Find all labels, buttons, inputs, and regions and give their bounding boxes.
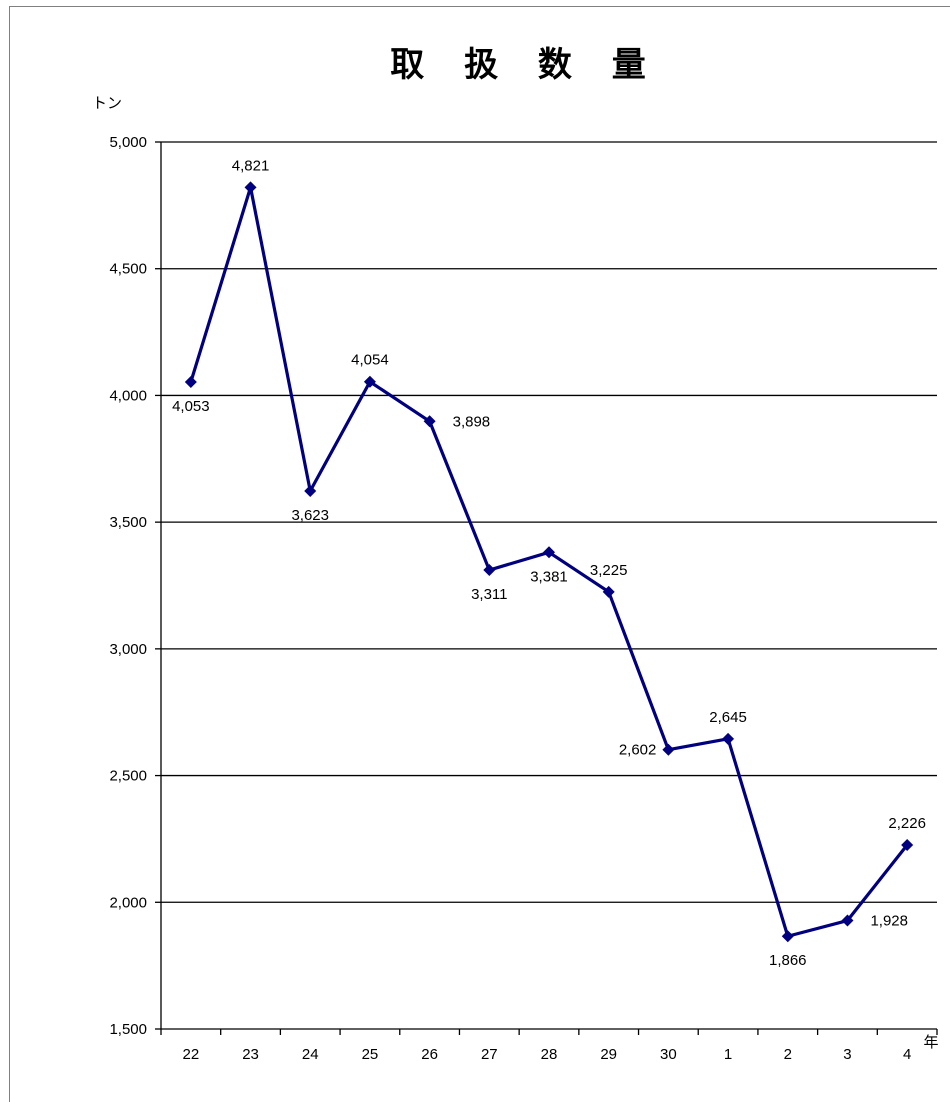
data-point xyxy=(781,930,794,943)
data-label: 2,226 xyxy=(888,815,926,832)
x-tick-label: 4 xyxy=(903,1046,911,1063)
data-point xyxy=(841,914,854,927)
grid-lines xyxy=(161,141,937,903)
y-tick-label: 4,500 xyxy=(109,261,147,278)
x-tick-label: 26 xyxy=(421,1046,438,1063)
x-tick-label: 22 xyxy=(183,1046,200,1063)
data-label: 3,225 xyxy=(590,562,628,579)
data-label: 2,602 xyxy=(619,742,657,759)
y-tick-label: 3,000 xyxy=(109,641,147,658)
y-tick-label: 1,500 xyxy=(109,1021,147,1038)
data-point xyxy=(602,585,615,598)
data-point xyxy=(184,375,197,388)
series-line xyxy=(189,185,909,938)
data-point xyxy=(901,839,914,852)
x-tick-label: 23 xyxy=(242,1046,259,1063)
data-point xyxy=(483,564,496,577)
data-point xyxy=(662,743,675,756)
data-markers xyxy=(184,181,914,943)
chart-title: 取 扱 数 量 xyxy=(390,45,660,85)
data-label: 1,928 xyxy=(870,913,908,930)
y-tick-label: 2,500 xyxy=(109,768,147,785)
x-tick-label: 29 xyxy=(600,1046,617,1063)
chart-frame xyxy=(9,6,950,1102)
data-label: 4,054 xyxy=(351,352,389,369)
data-label: 4,053 xyxy=(172,398,210,415)
x-tick-label: 24 xyxy=(302,1046,319,1063)
data-label: 3,311 xyxy=(471,586,507,603)
data-point xyxy=(543,546,555,559)
y-tick-labels: 1,500 2,000 2,500 3,000 3,500 4,000 4,500 5,000 xyxy=(109,134,147,1038)
data-label: 3,623 xyxy=(291,507,329,524)
data-point xyxy=(363,375,376,388)
x-tick-label: 3 xyxy=(843,1046,851,1063)
x-tick-label: 25 xyxy=(362,1046,379,1063)
y-axis-unit: トン xyxy=(92,94,122,112)
x-tick-label: 28 xyxy=(541,1046,558,1063)
y-tick-label: 5,000 xyxy=(109,134,147,151)
x-axis-unit: 年 xyxy=(923,1033,938,1051)
y-tick-label: 4,000 xyxy=(109,387,147,404)
x-tick-label: 30 xyxy=(660,1046,677,1063)
data-label: 2,645 xyxy=(709,709,747,726)
y-tick-label: 2,000 xyxy=(109,894,147,911)
data-line xyxy=(189,185,909,938)
data-label: 4,821 xyxy=(232,157,270,174)
data-label: 3,381 xyxy=(530,568,568,585)
x-tick-label: 1 xyxy=(724,1046,732,1063)
x-tick-label: 2 xyxy=(784,1046,792,1063)
data-label: 1,866 xyxy=(769,952,807,969)
data-point xyxy=(423,415,436,428)
x-tick-labels: 22 23 24 25 26 27 28 29 30 1 2 3 4 xyxy=(183,1046,912,1063)
data-point xyxy=(722,732,735,745)
x-tick-label: 27 xyxy=(481,1046,498,1063)
data-point xyxy=(304,484,317,497)
y-tick-label: 3,500 xyxy=(109,514,147,531)
data-point xyxy=(244,181,257,194)
data-label: 3,898 xyxy=(453,413,491,430)
axes xyxy=(155,141,938,1035)
data-labels: 4,053 4,821 3,623 4,054 3,898 3,311 3,381 3,225… xyxy=(172,157,926,969)
